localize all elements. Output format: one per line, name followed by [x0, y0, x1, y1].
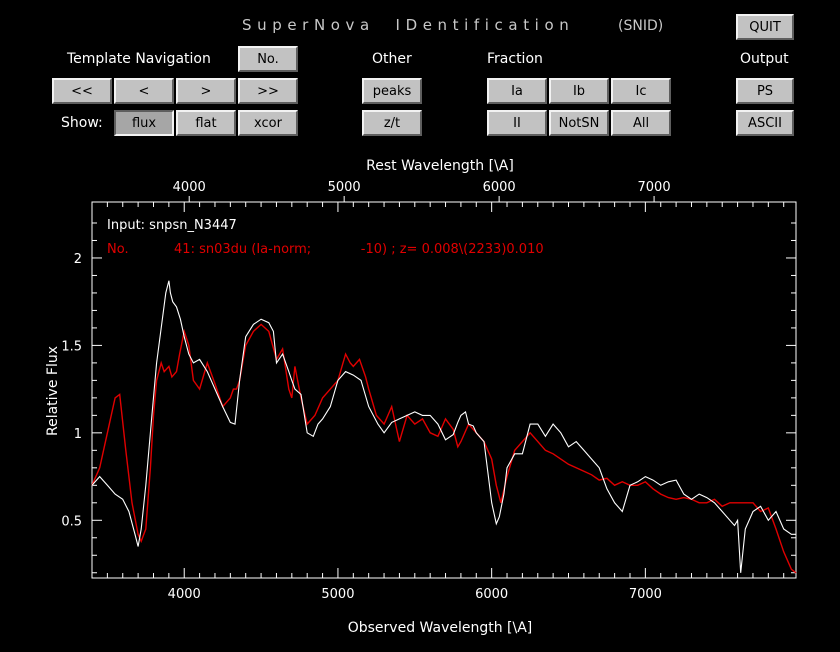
template-spectrum-line [91, 323, 797, 574]
next-template-button[interactable]: > [176, 78, 236, 104]
x-tick-label: 5000 [321, 587, 354, 602]
other-label: Other [372, 51, 412, 67]
match-annotation: No. 41: sn03du (Ia-norm; -10) ; z= 0.008… [107, 242, 544, 257]
y-tick-label: 0.5 [61, 514, 82, 529]
quit-button[interactable]: QUIT [736, 14, 794, 40]
template-number-button[interactable]: No. [238, 46, 298, 72]
top-axis-label: Rest Wavelength [\A] [366, 158, 514, 174]
y-tick-label: 1 [74, 427, 82, 442]
plot-frame [91, 201, 797, 579]
y-tick-label: 2 [74, 252, 82, 267]
x-tick-label: 7000 [629, 587, 662, 602]
fraction-ib-button[interactable]: Ib [549, 78, 609, 104]
show-flat-button[interactable]: flat [176, 110, 236, 136]
fraction-notsn-button[interactable]: NotSN [549, 110, 609, 136]
ascii-output-button[interactable]: ASCII [736, 110, 794, 136]
ps-output-button[interactable]: PS [736, 78, 794, 104]
x-tick-label: 6000 [475, 587, 508, 602]
template-navigation-label: Template Navigation [67, 51, 211, 67]
y-axis-label: Relative Flux [45, 346, 61, 436]
z-over-t-button[interactable]: z/t [362, 110, 422, 136]
output-label: Output [740, 51, 789, 67]
input-spectrum-line [91, 280, 796, 573]
top-tick-label: 6000 [483, 180, 516, 195]
fraction-ii-button[interactable]: II [487, 110, 547, 136]
show-label: Show: [61, 115, 103, 131]
peaks-button[interactable]: peaks [362, 78, 422, 104]
window-title: SuperNova IDentification [242, 16, 575, 34]
first-template-button[interactable]: << [52, 78, 112, 104]
top-tick-label: 7000 [638, 180, 671, 195]
input-annotation: Input: snpsn_N3447 [107, 218, 237, 233]
fraction-ia-button[interactable]: Ia [487, 78, 547, 104]
fraction-label: Fraction [487, 51, 543, 67]
y-tick-label: 1.5 [61, 339, 82, 354]
fraction-ic-button[interactable]: Ic [611, 78, 671, 104]
x-tick-label: 4000 [168, 587, 201, 602]
show-flux-button[interactable]: flux [114, 110, 174, 136]
window-title-suffix: (SNID) [618, 18, 664, 34]
show-xcor-button[interactable]: xcor [238, 110, 298, 136]
fraction-all-button[interactable]: All [611, 110, 671, 136]
last-template-button[interactable]: >> [238, 78, 298, 104]
top-tick-label: 4000 [173, 180, 206, 195]
top-tick-label: 5000 [328, 180, 361, 195]
previous-template-button[interactable]: < [114, 78, 174, 104]
x-axis-label: Observed Wavelength [\A] [348, 620, 533, 636]
